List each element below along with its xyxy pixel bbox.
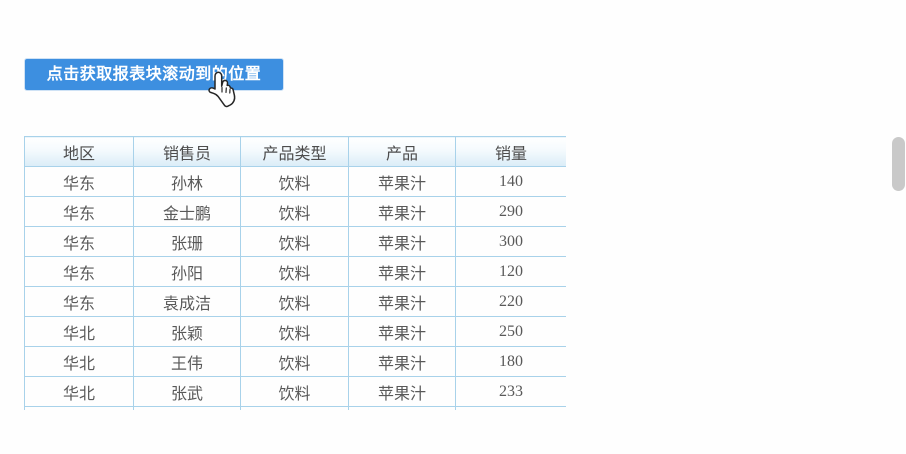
cell-sales: 220 xyxy=(455,286,566,317)
cell-sales: 140 xyxy=(455,166,566,197)
column-header-salesperson[interactable]: 销售员 xyxy=(133,136,241,167)
cell-region: 华东 xyxy=(24,196,134,227)
cell-region: 华东 xyxy=(24,166,134,197)
cell-sales: 300 xyxy=(455,226,566,257)
cell-region: 华北 xyxy=(24,316,134,347)
cell-region: 华东 xyxy=(24,226,134,257)
cell-product-type: 饮料 xyxy=(240,226,349,257)
cell-product-type: 饮料 xyxy=(240,316,349,347)
cell-product-type: 饮料 xyxy=(240,196,349,227)
cell-region: 华北 xyxy=(24,346,134,377)
cell-product: 苹果汁 xyxy=(348,256,456,287)
cell-sales: 233 xyxy=(455,376,566,407)
cell-product-type: 饮料 xyxy=(240,286,349,317)
cell-sales: 290 xyxy=(455,196,566,227)
cell-salesperson: 赵文 xyxy=(133,406,241,410)
column-header-product[interactable]: 产品 xyxy=(348,136,456,167)
cell-product: 苹果汁 xyxy=(348,316,456,347)
report-block[interactable]: 地区 销售员 产品类型 产品 销量 华东 孙林 饮料 苹果汁 140 华东 金士鹏 饮料 苹果汁… xyxy=(24,136,566,410)
cell-product-type: 饮料 xyxy=(240,346,349,377)
cell-product: 苹果汁 xyxy=(348,406,456,410)
vertical-scrollbar[interactable] xyxy=(890,0,906,454)
cell-product: 苹果汁 xyxy=(348,286,456,317)
cell-product-type: 饮料 xyxy=(240,166,349,197)
table-body: 华东 孙林 饮料 苹果汁 140 华东 金士鹏 饮料 苹果汁 290 华东 张珊 饮料 苹果汁 300 华东孙… xyxy=(24,166,566,410)
cell-product-type: 饮料 xyxy=(240,256,349,287)
cell-product: 苹果汁 xyxy=(348,166,456,197)
get-report-scroll-position-button[interactable]: 点击获取报表块滚动到的位置 xyxy=(24,58,284,91)
cell-salesperson: 王伟 xyxy=(133,346,241,377)
cell-sales: 250 xyxy=(455,316,566,347)
cell-region: 华东 xyxy=(24,286,134,317)
cell-product: 苹果汁 xyxy=(348,226,456,257)
table-row[interactable]: 华东 孙林 饮料 苹果汁 140 xyxy=(24,166,566,197)
cell-product-type: 饮料 xyxy=(240,406,349,410)
table-row[interactable]: 华北 王伟 饮料 苹果汁 180 xyxy=(24,346,566,377)
table-row[interactable]: 华东 张珊 饮料 苹果汁 300 xyxy=(24,226,566,257)
scrollbar-thumb[interactable] xyxy=(892,137,905,191)
column-header-region[interactable]: 地区 xyxy=(24,136,134,167)
cell-sales: 180 xyxy=(455,346,566,377)
cell-region: 华北 xyxy=(24,376,134,407)
cell-salesperson: 张颖 xyxy=(133,316,241,347)
table-header-row: 地区 销售员 产品类型 产品 销量 xyxy=(24,136,566,167)
cell-region: 华北 xyxy=(24,406,134,410)
cell-salesperson: 张珊 xyxy=(133,226,241,257)
cell-product: 苹果汁 xyxy=(348,196,456,227)
table-row[interactable]: 华北赵文饮料苹果汁100 xyxy=(24,406,566,410)
sales-report-table: 地区 销售员 产品类型 产品 销量 华东 孙林 饮料 苹果汁 140 华东 金士鹏 饮料 苹果汁… xyxy=(24,136,566,410)
table-row[interactable]: 华北 张武 饮料 苹果汁 233 xyxy=(24,376,566,407)
cell-salesperson: 袁成洁 xyxy=(133,286,241,317)
table-row[interactable]: 华北 张颖 饮料 苹果汁 250 xyxy=(24,316,566,347)
cell-salesperson: 金士鹏 xyxy=(133,196,241,227)
cell-product: 苹果汁 xyxy=(348,346,456,377)
cell-sales: 100 xyxy=(455,406,566,410)
table-row[interactable]: 华东 金士鹏 饮料 苹果汁 290 xyxy=(24,196,566,227)
cell-sales: 120 xyxy=(455,256,566,287)
column-header-product-type[interactable]: 产品类型 xyxy=(240,136,349,167)
cell-product-type: 饮料 xyxy=(240,376,349,407)
cell-salesperson: 张武 xyxy=(133,376,241,407)
cell-salesperson: 孙阳 xyxy=(133,256,241,287)
table-row[interactable]: 华东 袁成洁 饮料 苹果汁 220 xyxy=(24,286,566,317)
cell-product: 苹果汁 xyxy=(348,376,456,407)
cell-salesperson: 孙林 xyxy=(133,166,241,197)
column-header-sales[interactable]: 销量 xyxy=(455,136,566,167)
table-row[interactable]: 华东 孙阳 饮料 苹果汁 120 xyxy=(24,256,566,287)
scroll-button-label: 点击获取报表块滚动到的位置 xyxy=(25,59,283,90)
cell-region: 华东 xyxy=(24,256,134,287)
